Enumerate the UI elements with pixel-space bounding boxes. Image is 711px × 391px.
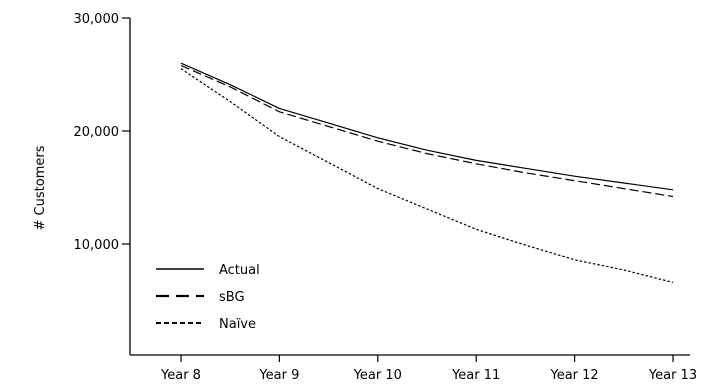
series-line-na-ve [180,68,674,283]
x-tick-label: Year 9 [258,368,299,383]
y-ticks: 10,000 20,000 30,000 [74,12,130,253]
legend-label: Naïve [219,317,256,332]
y-tick-label: 10,000 [74,238,120,253]
x-tick-label: Year 11 [451,368,500,383]
y-axis-label: # Customers [33,145,48,230]
series-lines [180,62,674,283]
legend-label: sBG [219,290,245,305]
x-tick-label: Year 8 [160,368,201,383]
legend-label: Actual [219,263,260,278]
axes [129,18,690,356]
y-tick-label: 30,000 [74,12,120,27]
series-line-actual [180,62,674,191]
x-tick-label: Year 12 [549,368,598,383]
legend: Actual sBG Naïve [156,263,260,332]
x-ticks: Year 8 Year 9 Year 10 Year 11 Year 12 Year 13 [160,355,697,383]
x-tick-label: Year 13 [648,368,697,383]
x-tick-label: Year 10 [353,368,402,383]
y-tick-label: 20,000 [74,125,120,140]
series-line-sbg [180,64,674,198]
